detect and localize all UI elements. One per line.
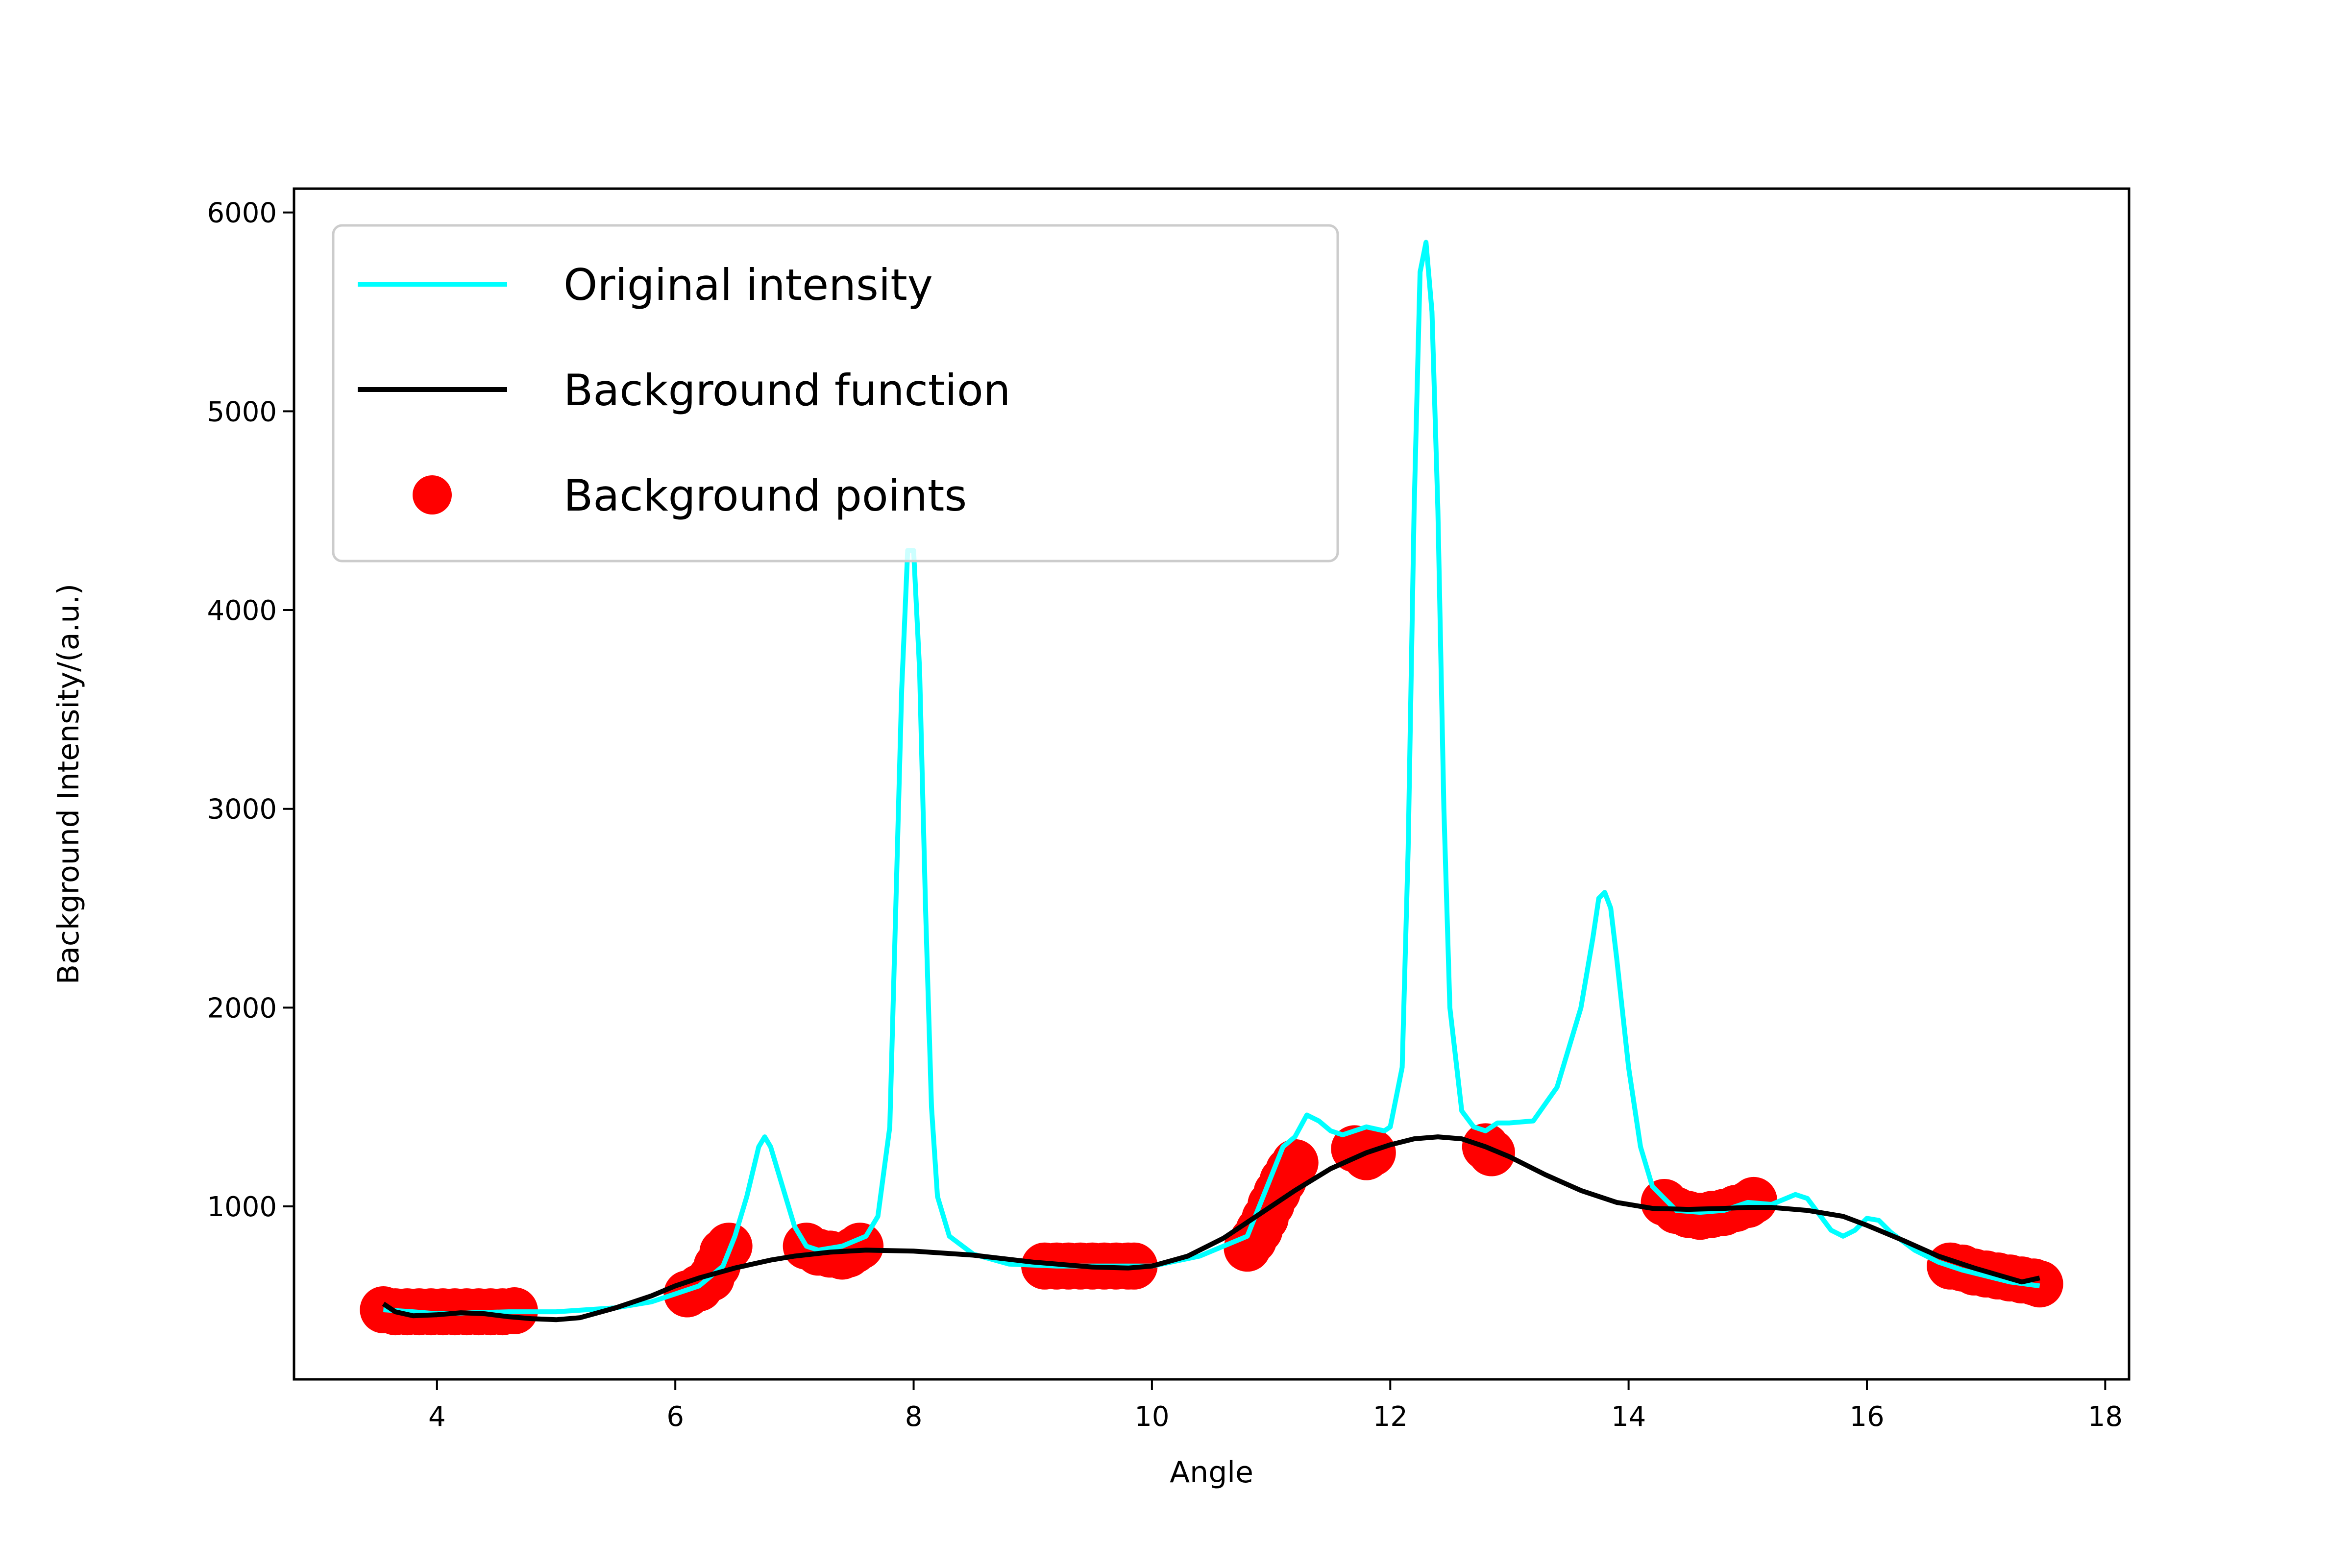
y-axis: 1000 2000 3000 4000 5000 6000 — [207, 197, 294, 1223]
y-axis-label: Background Intensity/(a.u.) — [51, 584, 86, 984]
series-background-function-line — [382, 1134, 2040, 1323]
x-tick-label: 6 — [666, 1401, 684, 1433]
legend: Original intensity Background function Bac… — [332, 224, 1339, 563]
y-tick-label: 2000 — [207, 992, 277, 1024]
x-tick-label: 18 — [2088, 1401, 2123, 1433]
legend-label: Background function — [564, 365, 1010, 416]
x-tick-label: 16 — [1849, 1401, 1884, 1433]
y-tick-label: 4000 — [207, 595, 277, 627]
legend-label: Background points — [564, 470, 967, 521]
x-tick-label: 14 — [1611, 1401, 1646, 1433]
y-tick-label: 1000 — [207, 1191, 277, 1223]
y-tick-label: 3000 — [207, 794, 277, 826]
x-axis: 4 6 8 10 12 14 16 18 — [428, 1379, 2123, 1433]
y-tick-label: 6000 — [207, 197, 277, 229]
x-tick-label: 12 — [1373, 1401, 1408, 1433]
series-original-intensity-line — [383, 240, 2040, 1317]
legend-swatch — [413, 475, 452, 514]
y-tick-label: 5000 — [207, 396, 277, 428]
background-point — [1730, 1176, 1777, 1224]
x-tick-label: 4 — [428, 1401, 446, 1433]
legend-box — [332, 224, 1339, 563]
axes-frame — [293, 187, 2131, 1381]
plot-content — [360, 240, 2063, 1336]
x-tick-label: 10 — [1134, 1401, 1169, 1433]
legend-label: Original intensity — [564, 260, 933, 310]
background-point — [836, 1223, 884, 1270]
x-axis-label: Angle — [1170, 1455, 1253, 1490]
x-tick-label: 8 — [905, 1401, 923, 1433]
background-point — [1468, 1129, 1515, 1176]
